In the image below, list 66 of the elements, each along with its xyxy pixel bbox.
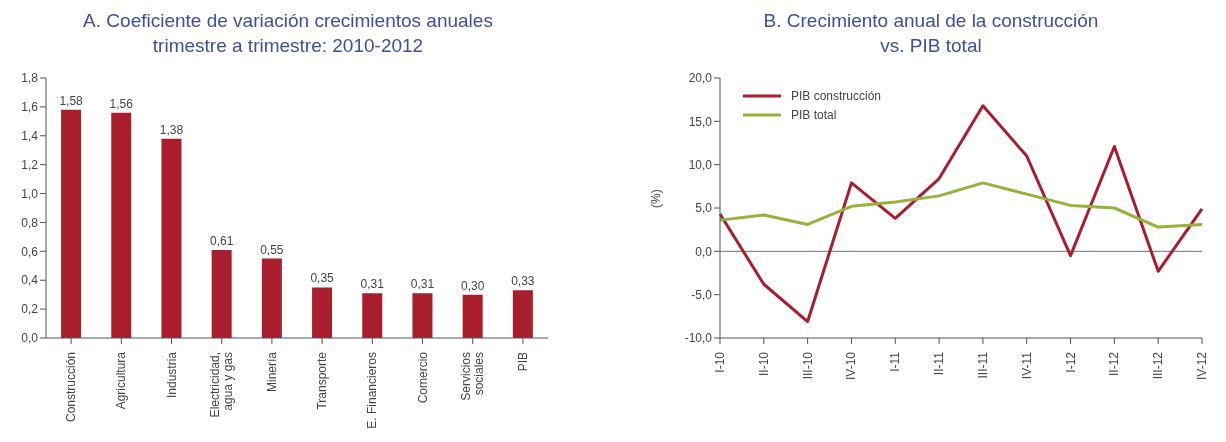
y-tick-label: 1,2 [21,157,39,172]
bar [61,109,82,338]
x-tick-label: Minería [264,351,279,393]
x-tick-label: I-12 [1063,351,1078,373]
x-tick-label: Construcción [64,352,79,423]
line-series [718,104,1204,324]
y-tick-label: 0,0 [695,244,713,259]
data-label: 0,61 [209,233,234,248]
data-label: 1,38 [159,122,184,137]
data-label: 0,31 [410,277,435,292]
x-tick-label: III-11 [975,351,990,379]
bar [312,287,333,338]
y-tick-label: 0,2 [21,302,39,317]
x-tick-label: Servicios sociales [459,352,487,401]
x-tick-label: I-11 [888,351,903,372]
bar [462,294,483,338]
data-label: 1,56 [109,96,134,111]
chart-title: A. Coeficiente de variación crecimientos anuales trimestre a trimestre: 2010-2012 [82,9,494,58]
line-series [718,181,1204,229]
x-tick-label: Industria [164,351,179,399]
y-tick-label: -5,0 [691,287,713,302]
x-tick-label: III-12 [1151,351,1166,380]
x-tick-label: Comercio [415,351,430,404]
x-tick-label: I-10 [713,351,727,373]
bar [111,112,132,338]
y-tick-label: 10,0 [688,157,713,172]
bar [261,258,282,338]
x-tick-label: IV-11 [1019,351,1034,380]
x-tick-label: Electricidad, agua y gas [208,352,236,418]
data-label: 0,35 [310,271,335,286]
x-tick-label: II-11 [932,351,947,376]
y-tick-label: 0,6 [21,244,39,259]
legend-label: PIB total [791,107,837,122]
y-tick-label: 20,0 [688,71,713,86]
data-label: 0,31 [360,277,385,292]
data-label: 0,55 [260,242,284,257]
data-label: 0,33 [511,274,535,289]
x-tick-label: Agricultura [114,351,129,410]
bar [161,138,182,338]
y-tick-label: 1,0 [21,186,39,201]
x-tick-label: III-10 [800,351,815,380]
chart-title: B. Crecimiento anual de la construcción vs. PIB total [762,9,1100,58]
y-tick-label: 0,8 [21,215,39,230]
y-tick-label: 1,8 [21,71,39,86]
data-label: 1,58 [59,93,84,108]
bar [362,293,383,338]
x-tick-label: IV-10 [844,351,859,381]
y-tick-label: 0,4 [21,273,39,288]
y-tick-label: 0,0 [21,331,39,346]
y-tick-label: 5,0 [695,201,713,216]
x-tick-label: Transporte [315,351,330,410]
bar [211,249,232,338]
y-tick-label: 15,0 [688,114,713,129]
y-tick-label: -10,0 [684,331,713,346]
bar [512,290,533,338]
x-tick-label: E. Financieros [365,352,380,429]
x-tick-label: II-12 [1107,351,1122,377]
y-tick-label: 1,4 [21,129,39,144]
legend-label: PIB construcción [791,88,882,103]
y-tick-label: 1,6 [21,100,39,115]
x-tick-label: PIB [515,352,530,372]
bar [412,293,433,338]
x-tick-label: II-10 [756,351,771,377]
x-tick-label: IV-12 [1195,351,1209,381]
data-label: 0,30 [460,278,485,293]
y-axis-title: (%) [649,189,664,208]
